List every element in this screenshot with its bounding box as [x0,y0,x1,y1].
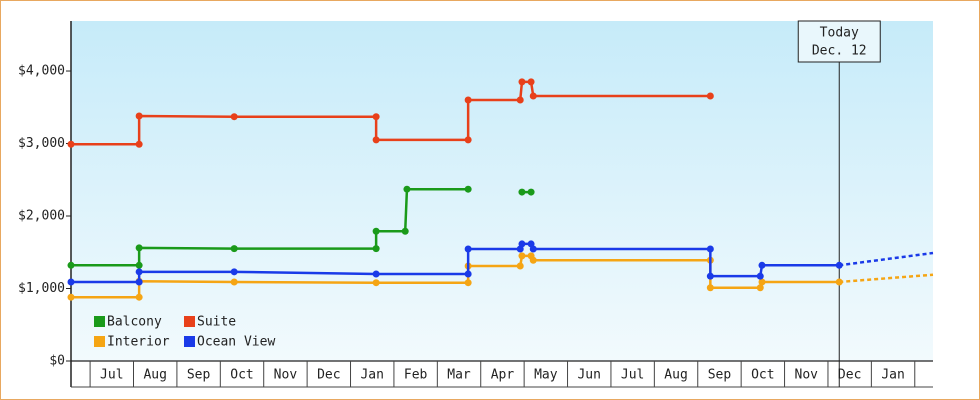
x-tick-label: Oct [230,368,253,383]
point [518,240,526,248]
point [756,272,764,280]
point [464,245,472,253]
x-tick-label: Dec [317,368,340,383]
today-label: Dec. 12 [812,44,867,59]
point [401,227,409,235]
point [135,278,143,286]
point [135,268,143,276]
x-tick-label: Jan [360,368,383,383]
point [230,113,238,121]
point [516,262,524,270]
x-tick-label: Sep [708,368,732,383]
projection-line [839,273,934,284]
point [706,272,714,280]
point [135,261,143,269]
point [135,293,143,301]
x-tick-label: Aug [664,368,687,383]
legend-swatch [94,316,105,327]
point [518,188,526,196]
x-tick-label: Nov [274,368,298,383]
series-line [71,254,840,299]
today-label: Today [820,26,859,41]
x-tick-label: Mar [447,368,471,383]
x-tick-label: Aug [143,368,166,383]
point [518,252,526,260]
point [835,278,843,286]
point [527,78,535,86]
point [372,113,380,121]
y-tick-label: $4,000 [18,64,65,79]
point [372,279,380,287]
point [706,284,714,292]
point [758,261,766,269]
legend-swatch [184,336,195,347]
point [706,245,714,253]
plot-background [71,21,933,361]
point [67,293,75,301]
projection-line [839,251,934,267]
legend-swatch [94,336,105,347]
point [527,188,535,196]
point [835,261,843,269]
point [464,279,472,287]
point [706,92,714,100]
point [464,96,472,104]
point [230,268,238,276]
point [529,92,537,100]
point [516,96,524,104]
point [67,140,75,148]
point [135,140,143,148]
point [756,284,764,292]
legend-label: Ocean View [197,335,275,350]
y-tick-label: $0 [49,354,65,369]
point [135,244,143,252]
point [372,245,380,253]
point [67,261,75,269]
point [230,245,238,253]
point [372,227,380,235]
point [372,270,380,278]
point [403,185,411,193]
point [135,112,143,120]
legend-label: Suite [197,315,236,330]
x-tick-label: Oct [751,368,774,383]
x-tick-label: Dec [838,368,861,383]
point [518,78,526,86]
point [230,278,238,286]
point [529,245,537,253]
x-tick-label: May [534,368,558,383]
x-tick-label: Nov [795,368,819,383]
legend-label: Interior [107,335,170,350]
x-tick-label: Sep [187,368,211,383]
x-tick-label: Jun [577,368,600,383]
x-tick-label: Jan [881,368,904,383]
y-tick-label: $1,000 [18,281,65,296]
point [372,136,380,144]
x-tick-label: Apr [491,368,515,383]
x-tick-label: Jul [621,368,644,383]
x-tick-label: Jul [100,368,123,383]
point [67,278,75,286]
y-tick-label: $2,000 [18,209,65,224]
today-box [797,20,881,63]
legend-swatch [184,316,195,327]
point [464,136,472,144]
point [464,185,472,193]
point [758,278,766,286]
legend-label: Balcony [107,315,162,330]
point [529,256,537,264]
x-tick-label: Feb [404,368,428,383]
y-tick-label: $3,000 [18,136,65,151]
point [464,270,472,278]
